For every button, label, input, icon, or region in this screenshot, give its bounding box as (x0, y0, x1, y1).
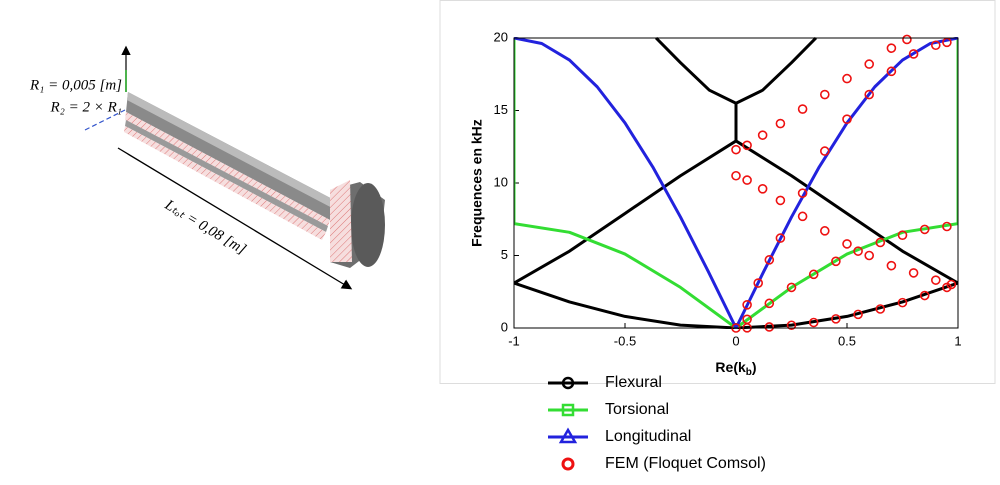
y-tick-label: 0 (501, 319, 508, 334)
data-point (732, 172, 740, 180)
data-point (732, 146, 740, 154)
data-point (759, 131, 767, 139)
x-axis-label-part: ) (752, 359, 757, 375)
x-tick-label: 1 (954, 333, 961, 348)
y-axis-label: Frequences en kHz (469, 119, 485, 247)
y-tick-label: 20 (494, 29, 508, 44)
data-point (887, 262, 895, 270)
data-point (932, 276, 940, 284)
data-point (799, 212, 807, 220)
series-line (514, 38, 958, 328)
series-line (514, 38, 958, 328)
data-point (776, 196, 784, 204)
radius-label: R₂ = 2 × R₁ (50, 99, 123, 115)
data-point (776, 120, 784, 128)
plot-frame (514, 38, 958, 328)
x-tick-label: 0.5 (838, 333, 856, 348)
y-tick-label: 5 (501, 247, 508, 262)
legend-label: Torsional (605, 401, 669, 418)
series-line (514, 38, 958, 328)
data-point (865, 60, 873, 68)
figure: R₁ = 0,005 [m] R₂ = 2 × R₁ Lₜₒₜ = 0,08 [… (0, 0, 1000, 485)
data-point (910, 269, 918, 277)
data-point (843, 75, 851, 83)
legend-marker (563, 459, 573, 469)
data-point (821, 227, 829, 235)
legend-label: Flexural (605, 374, 662, 391)
data-point (887, 44, 895, 52)
x-tick-label: -1 (508, 333, 520, 348)
x-axis-label: Re(kb) (715, 359, 756, 378)
legend-label: Longitudinal (605, 428, 691, 445)
data-point (743, 176, 751, 184)
x-axis-label-part: Re(k (715, 359, 746, 375)
data-point (821, 91, 829, 99)
y-tick-label: 10 (494, 174, 508, 189)
data-point (903, 35, 911, 43)
legend-label: FEM (Floquet Comsol) (605, 455, 766, 472)
data-point (799, 105, 807, 113)
y-tick-label: 15 (494, 102, 508, 117)
x-tick-label: -0.5 (614, 333, 636, 348)
radius-label: R₁ = 0,005 [m] (29, 77, 122, 93)
length-label: Lₜₒₜ = 0,08 [m] (161, 197, 249, 258)
x-tick-label: 0 (732, 333, 739, 348)
data-point (759, 185, 767, 193)
data-point (843, 240, 851, 248)
data-point (865, 252, 873, 260)
